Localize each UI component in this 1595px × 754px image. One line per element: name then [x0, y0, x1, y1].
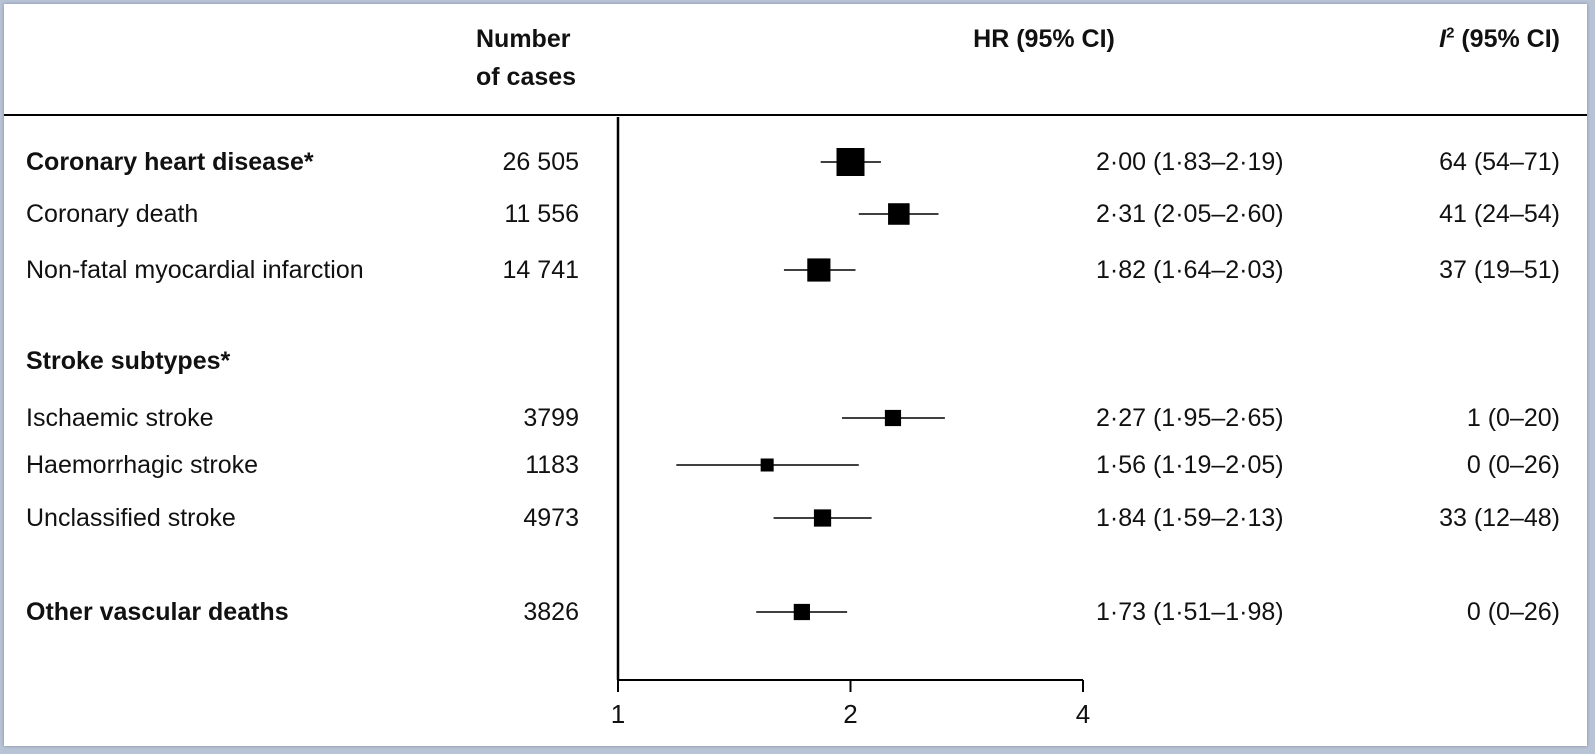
row-label: Other vascular deaths	[26, 598, 289, 626]
row-cases: 14 741	[502, 256, 579, 284]
row-label: Ischaemic stroke	[26, 404, 214, 432]
hr-marker	[793, 603, 810, 621]
row-cases: 11 556	[504, 200, 579, 228]
header-hr: HR (95% CI)	[973, 25, 1115, 53]
row-label: Haemorrhagic stroke	[26, 451, 259, 479]
row-label: Coronary death	[26, 200, 199, 228]
row-hr-text: 1·73 (1·51–1·98)	[1096, 598, 1284, 626]
header-i2-letter: I	[1439, 25, 1447, 53]
row-cases: 4973	[523, 504, 579, 532]
x-tick-label: 2	[843, 699, 857, 729]
header-i2: I2 (95% CI)	[1344, 24, 1560, 54]
row-label: Unclassified stroke	[26, 504, 236, 532]
row-i2-text: 33 (12–48)	[1439, 504, 1560, 532]
row-hr-text: 1·82 (1·64–2·03)	[1096, 256, 1284, 284]
row-hr-text: 2·31 (2·05–2·60)	[1096, 200, 1284, 228]
hr-marker	[760, 458, 774, 472]
hr-marker	[888, 203, 910, 225]
row-label: Coronary heart disease*	[26, 148, 314, 176]
row-hr-text: 1·56 (1·19–2·05)	[1096, 451, 1284, 479]
forest-plot: 1 2 4	[611, 117, 1090, 729]
row-hr-text: 1·84 (1·59–2·13)	[1096, 504, 1284, 532]
hr-marker	[813, 509, 832, 527]
row-i2-text: 0 (0–26)	[1466, 451, 1560, 479]
row-i2-text: 0 (0–26)	[1466, 598, 1560, 626]
header-cases-line1: Number	[476, 25, 571, 53]
header-i2-sup: 2	[1446, 24, 1455, 42]
row-cases: 1183	[525, 451, 579, 479]
row-hr-text: 2·27 (1·95–2·65)	[1096, 404, 1284, 432]
row-i2-text: 41 (24–54)	[1439, 200, 1560, 228]
row-cases: 3826	[523, 598, 579, 626]
hr-marker	[807, 258, 831, 282]
row-label: Stroke subtypes*	[26, 347, 231, 375]
header-rule	[4, 114, 1587, 116]
row-cases: 3799	[523, 404, 579, 432]
row-label: Non-fatal myocardial infarction	[26, 256, 364, 284]
row-hr-text: 2·00 (1·83–2·19)	[1096, 148, 1284, 176]
figure-frame: Number of cases HR (95% CI) I2 (95% CI) …	[4, 4, 1587, 746]
row-i2-text: 64 (54–71)	[1439, 148, 1560, 176]
header-i2-rest: (95% CI)	[1454, 25, 1560, 53]
x-tick-label: 4	[1076, 699, 1090, 729]
header-cases-line2: of cases	[476, 63, 577, 91]
x-tick-label: 1	[611, 699, 625, 729]
row-i2-text: 37 (19–51)	[1439, 256, 1560, 284]
hr-marker	[836, 148, 865, 176]
row-cases: 26 505	[502, 148, 579, 176]
row-i2-text: 1 (0–20)	[1466, 404, 1560, 432]
hr-marker	[884, 409, 902, 427]
